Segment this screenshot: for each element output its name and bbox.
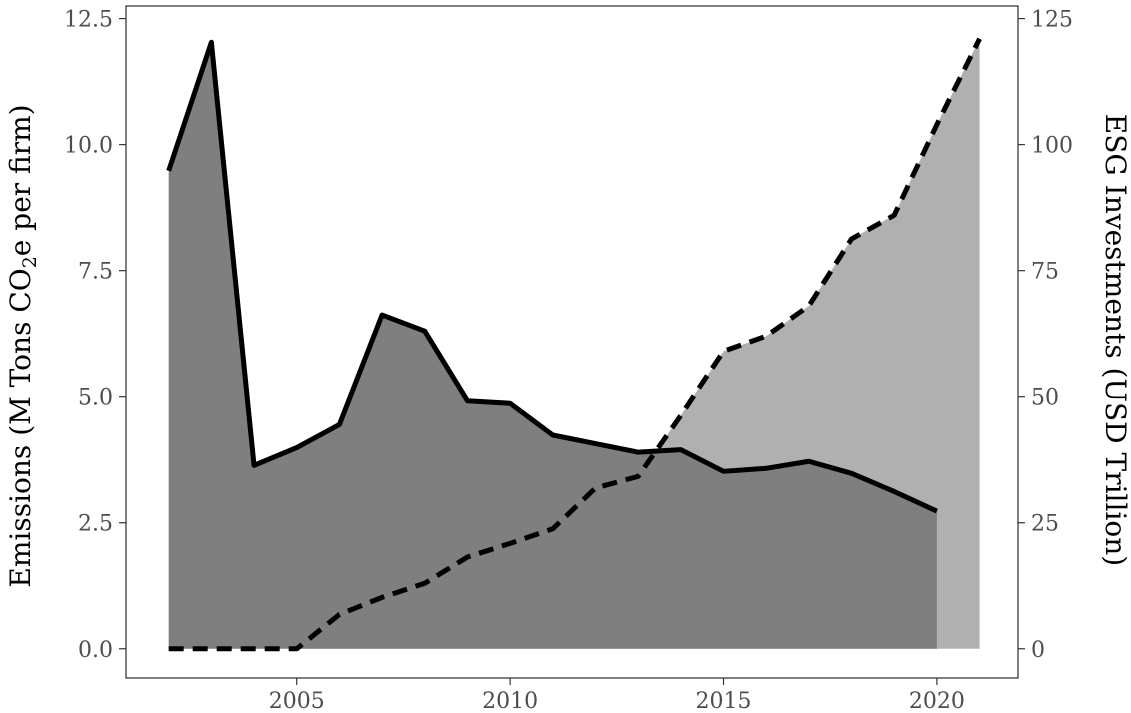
- area-left-axis-series: [168, 42, 937, 649]
- y-left-tick-label: 2.5: [78, 512, 113, 537]
- y-right-tick-label: 25: [1031, 512, 1059, 537]
- y-axis-left-title: Emissions (M Tons CO2e per firm): [4, 104, 41, 587]
- y-axis-right-title: ESG Investments (USD Trillion): [1099, 114, 1131, 566]
- chart-areas: [168, 38, 980, 649]
- chart-lines: [166, 37, 982, 652]
- x-tick-label: 2020: [909, 689, 965, 713]
- x-tick-label: 2010: [482, 689, 538, 713]
- axis-tick-labels: 2005 2010 2015 2020 0.0 2.5 5.0 7.5 10.0 12.5 0 25 5…: [64, 8, 1073, 713]
- y-left-tick-label: 0.0: [78, 638, 113, 663]
- y-left-tick-label: 10.0: [64, 134, 113, 159]
- y-left-tick-label: 5.0: [78, 386, 113, 411]
- y-right-tick-label: 0: [1031, 638, 1045, 663]
- line-left-axis-series: [166, 39, 938, 514]
- x-tick-label: 2015: [696, 689, 752, 713]
- y-right-tick-label: 50: [1031, 386, 1059, 411]
- axis-ticks: [119, 18, 1025, 685]
- y-left-tick-label: 12.5: [64, 8, 113, 33]
- y-right-tick-label: 100: [1031, 134, 1073, 159]
- y-left-tick-label: 7.5: [78, 260, 113, 285]
- y-right-tick-label: 125: [1031, 8, 1073, 33]
- y-right-tick-label: 75: [1031, 260, 1059, 285]
- plot-frame: [125, 5, 1019, 679]
- x-tick-label: 2005: [269, 689, 325, 713]
- line-right-axis-series: [168, 37, 982, 652]
